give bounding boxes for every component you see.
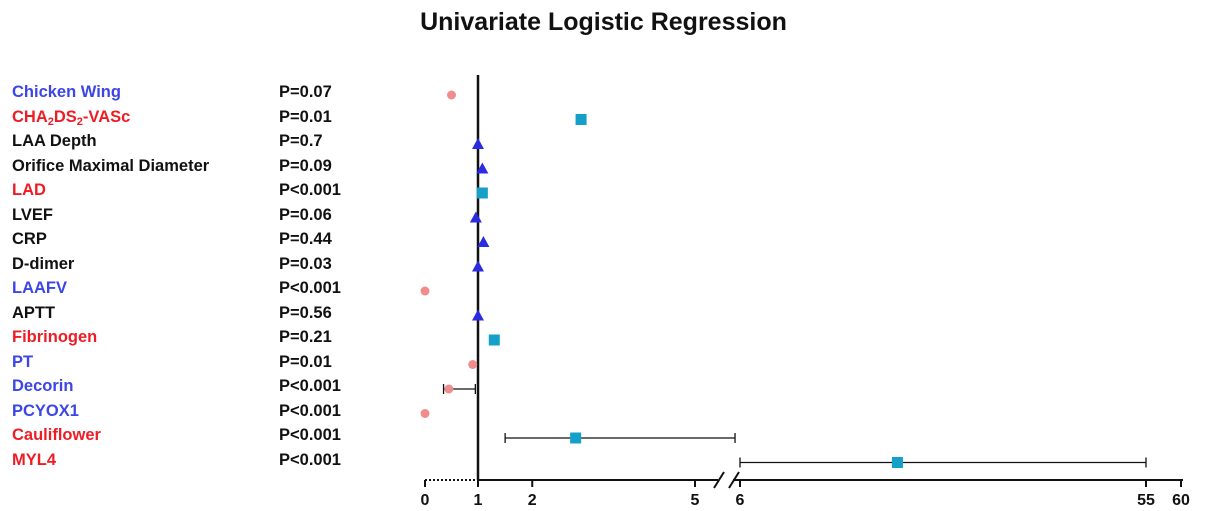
marker-triangle <box>472 261 484 272</box>
marker-triangle <box>472 138 484 149</box>
marker-triangle <box>472 310 484 321</box>
marker-square <box>489 335 500 346</box>
x-tick-label: 5 <box>691 492 700 509</box>
marker-square <box>576 114 587 125</box>
marker-circle <box>421 409 430 418</box>
marker-square <box>892 457 903 468</box>
x-tick-label: 0 <box>421 492 430 509</box>
x-tick-label: 6 <box>736 492 745 509</box>
marker-circle <box>468 360 477 369</box>
x-tick-label: 55 <box>1137 492 1155 509</box>
x-tick-label: 2 <box>528 492 537 509</box>
marker-circle <box>447 91 456 100</box>
marker-triangle <box>470 212 482 223</box>
x-tick-label: 1 <box>474 492 483 509</box>
marker-square <box>570 433 581 444</box>
marker-square <box>477 188 488 199</box>
x-tick-label: 60 <box>1172 492 1190 509</box>
marker-circle <box>444 385 453 394</box>
marker-circle <box>421 287 430 296</box>
